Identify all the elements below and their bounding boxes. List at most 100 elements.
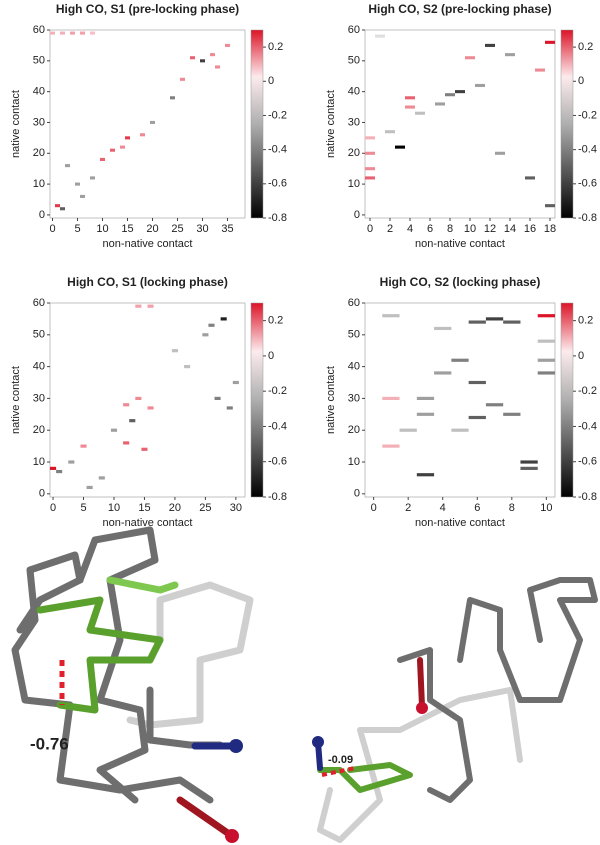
x-tick-label: 6	[474, 502, 480, 514]
y-axis-label: native contact	[325, 366, 337, 434]
y-tick-label: 30	[348, 116, 360, 128]
heatmap-cell	[382, 396, 400, 400]
x-tick-label: 8	[447, 223, 453, 235]
y-tick-label: 20	[348, 424, 360, 436]
x-tick-label: 15	[121, 223, 133, 235]
heatmap-cell	[220, 317, 227, 321]
chart-title: High CO, S2 (locking phase)	[380, 275, 541, 289]
x-tick-label: 15	[138, 502, 150, 514]
y-tick-label: 0	[39, 209, 45, 221]
heatmap-cell	[416, 473, 435, 477]
colorbar-tick-label: -0.4	[268, 144, 287, 156]
colorbar-tick-label: 0	[268, 75, 274, 87]
y-tick-label: 50	[348, 55, 360, 67]
colorbar-tick-label: -0.6	[578, 456, 597, 468]
heatmap-cell	[537, 358, 555, 362]
heatmap-cell	[210, 53, 215, 57]
y-tick-label: 30	[33, 116, 45, 128]
x-axis-label: non-native contact	[415, 238, 505, 250]
x-tick-label: 30	[196, 223, 208, 235]
y-tick-label: 0	[354, 488, 360, 500]
x-tick-label: 4	[440, 502, 446, 514]
colorbar-tick-label: -0.4	[268, 420, 287, 432]
structure-left: -0.76	[11, 526, 254, 843]
y-tick-label: 50	[348, 329, 360, 341]
y-tick-label: 0	[39, 488, 45, 500]
heatmap-cell	[68, 460, 75, 464]
heatmap-cell	[385, 130, 395, 134]
plot-area	[364, 29, 556, 219]
heatmap-cell	[434, 326, 452, 331]
heatmap-cell	[365, 176, 375, 180]
x-tick-label: 20	[169, 502, 181, 514]
y-tick-label: 50	[33, 329, 45, 341]
heatmap-cell	[495, 151, 505, 155]
heatmap-cell	[214, 396, 221, 400]
colorbar-tick-label: -0.4	[578, 420, 597, 432]
heatmap-cell	[147, 406, 154, 410]
x-tick-label: 30	[230, 502, 242, 514]
heatmap-cell	[60, 207, 65, 211]
colorbar-tick-label: -0.6	[578, 178, 597, 190]
heatmap-cell	[468, 415, 486, 420]
heatmap-cell	[365, 136, 375, 140]
plot-area	[49, 302, 246, 498]
heatmap-cell	[451, 428, 469, 432]
heatmap-cell	[147, 304, 154, 308]
heatmap-cell	[416, 396, 435, 400]
x-tick-label: 0	[371, 502, 377, 514]
x-tick-label: 10	[540, 502, 552, 514]
heatmap-cell	[395, 145, 405, 149]
heatmap-cell	[60, 31, 65, 35]
y-tick-label: 20	[33, 424, 45, 436]
heatmap-cell	[86, 485, 93, 490]
annotation: -0.09	[328, 754, 353, 766]
y-axis-label: native contact	[10, 366, 22, 434]
heatmap-cell	[190, 56, 195, 60]
heatmap-cell	[135, 304, 142, 308]
y-tick-label: 20	[348, 147, 360, 159]
heatmap-cell	[415, 111, 425, 115]
y-tick-label: 50	[33, 55, 45, 67]
y-tick-label: 60	[348, 297, 360, 309]
x-axis-label: non-native contact	[415, 517, 505, 529]
heatmap-cell	[382, 314, 400, 318]
heatmap-cell	[135, 396, 142, 400]
x-tick-label: 10	[464, 223, 476, 235]
heatmap-cell	[468, 380, 486, 385]
heatmap-cell	[80, 31, 85, 35]
y-tick-label: 0	[354, 209, 360, 221]
colorbar-tick-label: -0.2	[268, 385, 287, 397]
heatmap-cell	[537, 371, 555, 375]
x-tick-label: 10	[108, 502, 120, 514]
heatmap-cell	[80, 194, 85, 198]
heatmap-cell	[445, 93, 455, 97]
heatmap-cell	[503, 412, 521, 416]
x-tick-label: 0	[50, 502, 56, 514]
chart-title: High CO, S2 (pre-locking phase)	[368, 2, 551, 16]
heatmap-cell	[232, 380, 239, 385]
x-axis-label: non-native contact	[103, 517, 193, 529]
y-tick-label: 10	[33, 456, 45, 468]
annotation: -0.76	[30, 734, 69, 753]
heatmap-cell	[140, 133, 145, 137]
structure-right: -0.09	[312, 577, 598, 843]
y-axis-label: native contact	[10, 90, 22, 158]
y-tick-label: 40	[33, 86, 45, 98]
heatmap-cell	[525, 176, 535, 180]
x-tick-label: 0	[367, 223, 373, 235]
heatmap-cell	[200, 59, 205, 63]
colorbar-tick-label: -0.6	[268, 178, 287, 190]
x-tick-label: 8	[509, 502, 515, 514]
heatmap-cell	[435, 102, 445, 106]
x-tick-label: 35	[221, 223, 233, 235]
x-tick-label: 12	[484, 223, 496, 235]
x-tick-label: 25	[171, 223, 183, 235]
colorbar	[560, 29, 574, 219]
heatmap-cell	[535, 68, 545, 72]
heatmap-cell	[100, 157, 105, 161]
x-tick-label: 5	[74, 223, 80, 235]
heatmap-cell	[485, 43, 495, 47]
y-tick-label: 20	[33, 147, 45, 159]
x-tick-label: 14	[504, 223, 516, 235]
